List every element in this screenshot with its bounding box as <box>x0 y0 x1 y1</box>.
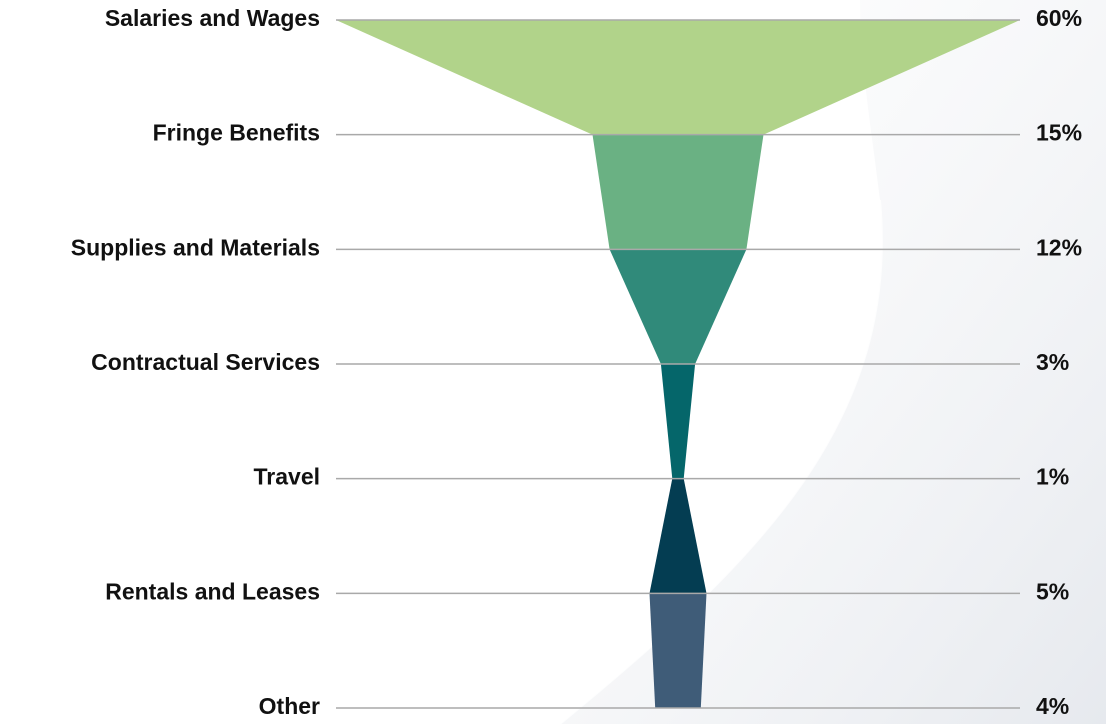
background-curve <box>559 199 883 724</box>
funnel-segment <box>649 478 707 594</box>
category-label: Travel <box>254 464 321 490</box>
value-label: 5% <box>1036 578 1069 604</box>
funnel-segment <box>336 20 1020 135</box>
value-label: 1% <box>1036 464 1069 490</box>
value-label: 15% <box>1036 120 1082 146</box>
funnel-segment <box>609 249 747 364</box>
background-shade <box>560 0 1106 724</box>
category-label: Fringe Benefits <box>153 120 320 146</box>
value-label: 4% <box>1036 693 1069 719</box>
funnel-segment <box>649 593 707 708</box>
funnel-segment <box>660 364 696 479</box>
category-label: Contractual Services <box>91 349 320 375</box>
value-label: 3% <box>1036 349 1069 375</box>
category-label: Salaries and Wages <box>105 5 320 31</box>
category-label: Other <box>259 693 320 719</box>
value-label: 12% <box>1036 234 1082 260</box>
category-label: Rentals and Leases <box>105 578 320 604</box>
category-label: Supplies and Materials <box>71 234 320 260</box>
value-label: 60% <box>1036 5 1082 31</box>
funnel-segment <box>592 134 764 250</box>
